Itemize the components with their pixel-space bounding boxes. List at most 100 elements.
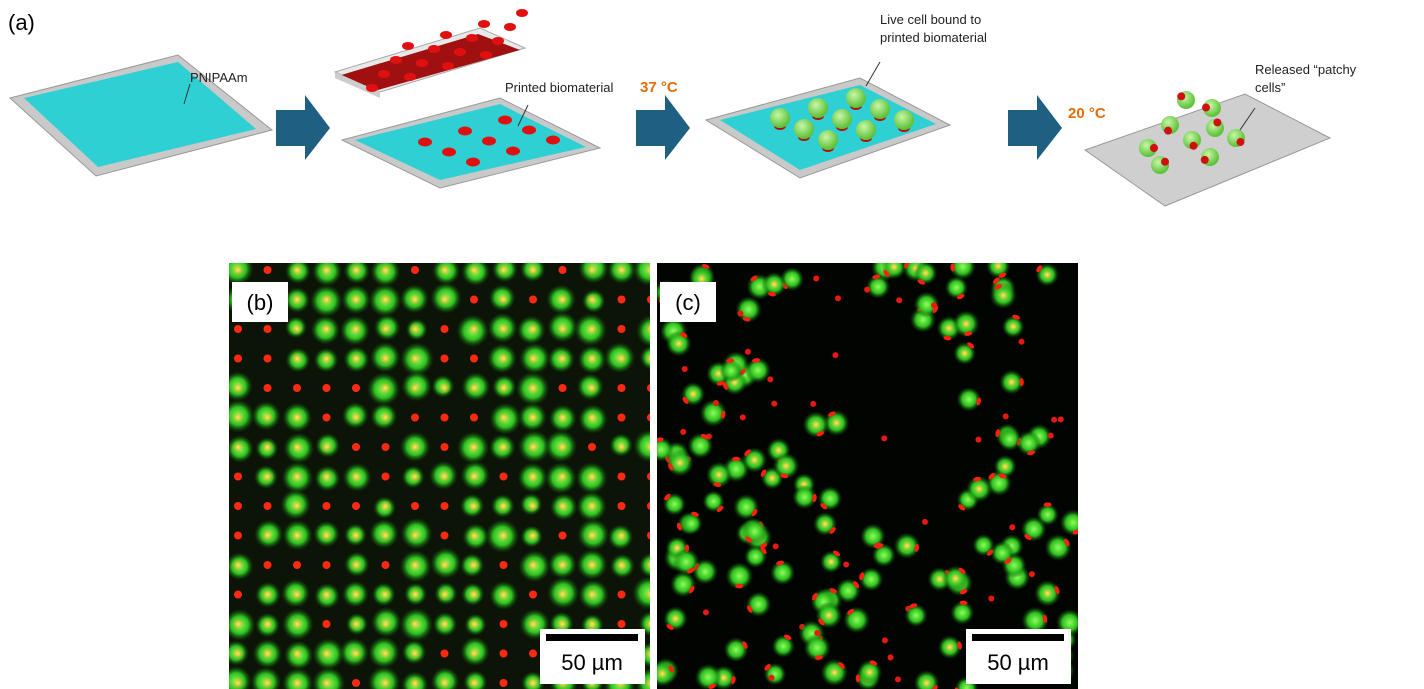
patch [750, 275, 758, 282]
spot [440, 531, 449, 540]
cell-core [1000, 461, 1011, 472]
cell-core [586, 470, 598, 483]
cell-core [921, 677, 932, 688]
cell [794, 119, 814, 139]
cell-core [320, 470, 333, 483]
cell-core [232, 618, 244, 630]
cell-core [232, 382, 244, 394]
stamp-dot [378, 70, 390, 78]
spot [499, 620, 508, 628]
cell [846, 88, 866, 108]
cell-core [864, 667, 875, 678]
cell-core [769, 279, 780, 290]
cell [871, 543, 896, 568]
cell [702, 490, 725, 513]
spot [263, 266, 272, 274]
substrate-2 [340, 97, 602, 189]
cell-core [497, 529, 510, 542]
cell-core [810, 419, 821, 430]
cell-core [586, 382, 598, 394]
stamp-dot [454, 48, 466, 56]
pointer [517, 104, 529, 127]
spot [881, 637, 888, 644]
stamp-dot [402, 42, 414, 50]
spot [440, 502, 449, 510]
spot [739, 414, 746, 421]
patch [814, 655, 823, 660]
cell-core [781, 460, 792, 471]
patch [751, 509, 758, 517]
patch [1072, 529, 1078, 535]
micrograph-c-cells [657, 263, 1078, 689]
cell-core [527, 323, 539, 335]
cell-core [409, 293, 421, 306]
cell [856, 120, 876, 140]
cell-core [993, 263, 1004, 272]
printed-dot [466, 157, 480, 167]
spot [322, 561, 331, 569]
patch [1236, 138, 1245, 147]
spot [1018, 338, 1025, 345]
patch [829, 527, 836, 534]
cell-core [497, 411, 510, 424]
patch [859, 572, 865, 581]
cell-core [586, 352, 598, 365]
patch [752, 358, 761, 363]
cell-core [645, 559, 650, 571]
spot [1002, 413, 1009, 420]
cell [670, 571, 697, 598]
cell [745, 591, 772, 618]
cell-core [468, 529, 480, 542]
printed-dot [418, 137, 432, 147]
spot [263, 325, 272, 333]
stamp-dot [478, 20, 490, 28]
patch [992, 277, 1000, 284]
patch [1042, 614, 1048, 623]
cell-core [409, 352, 421, 365]
cell-core [826, 556, 837, 567]
patch [964, 331, 973, 336]
cell-core [468, 677, 480, 689]
cell-core [645, 588, 650, 601]
stamp-dot [428, 45, 440, 53]
patch [708, 683, 716, 689]
spot [499, 679, 508, 687]
cell-core [350, 323, 362, 335]
spot [558, 266, 567, 274]
cell-core [556, 411, 569, 424]
step-label: printed biomaterial [880, 30, 987, 45]
cell-core [232, 559, 244, 571]
spot [617, 413, 626, 422]
cell-core [1006, 377, 1017, 388]
cell-core [645, 441, 650, 453]
cell-core [556, 293, 569, 306]
cell-core [468, 500, 480, 512]
printed-dot [506, 146, 520, 156]
cell-core [468, 647, 480, 660]
cell-core [468, 441, 480, 453]
stamp-dots [366, 9, 528, 92]
spot [1051, 416, 1058, 423]
patch [668, 665, 674, 673]
cell-core [379, 352, 392, 365]
spot [352, 502, 360, 510]
panel-label: (c) [675, 290, 701, 315]
spot [737, 310, 744, 317]
cell-core [468, 470, 480, 483]
cell-core [350, 293, 362, 306]
cell-core [438, 559, 451, 571]
stamp-dot [504, 23, 516, 31]
patch [957, 641, 962, 650]
cell-core [291, 470, 303, 483]
spot [771, 400, 778, 407]
patch [768, 291, 776, 297]
cell-core [350, 411, 362, 424]
cell-core [438, 588, 451, 601]
cell-core [261, 529, 274, 542]
patch [958, 567, 966, 575]
spot [293, 384, 301, 392]
cell-core [350, 647, 362, 660]
cell-core [232, 647, 244, 660]
pointer [1239, 107, 1256, 131]
patch [1024, 534, 1032, 541]
